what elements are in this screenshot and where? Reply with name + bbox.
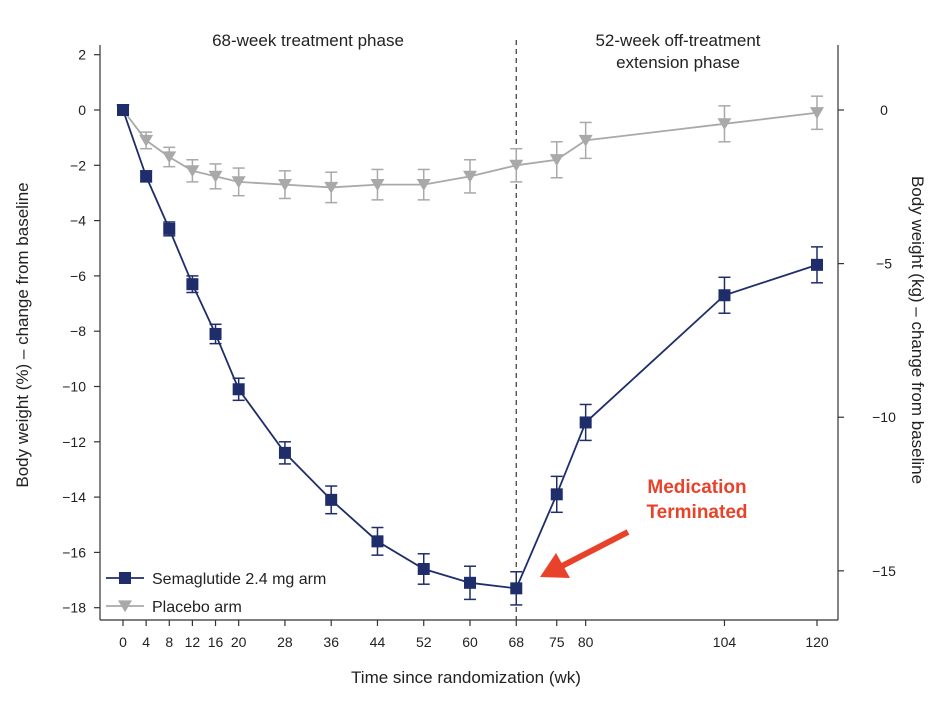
x-tick-label: 36 [323, 634, 339, 650]
x-tick-label: 20 [231, 634, 247, 650]
data-point [718, 289, 731, 302]
data-point [117, 104, 129, 116]
data-point [185, 165, 200, 178]
phase-divider: 68-week treatment phase 52-week off-treat… [212, 31, 761, 620]
data-point [277, 179, 292, 191]
x-tick-label: 44 [370, 634, 386, 650]
left-y-tick-label: −16 [62, 544, 86, 560]
data-point [162, 151, 177, 164]
data-point [371, 535, 384, 548]
data-point [549, 154, 564, 167]
legend-item-placebo: Placebo arm [106, 599, 242, 616]
x-tick-label: 8 [165, 634, 173, 650]
data-point [231, 176, 246, 189]
series-line [122, 109, 818, 590]
left-y-tick-label: −14 [62, 489, 86, 505]
left-y-tick-label: −10 [62, 379, 86, 395]
data-point [578, 134, 593, 147]
data-point [464, 576, 476, 589]
right-y-tick-label: −5 [876, 256, 892, 272]
x-tick-label: 12 [185, 634, 201, 650]
data-point [810, 107, 824, 120]
annotation-text-line1: Medication [647, 477, 746, 498]
right-y-tick-label: −10 [872, 409, 896, 425]
data-point [232, 383, 245, 396]
left-y-tick-label: 2 [78, 47, 86, 63]
data-point [463, 170, 477, 183]
x-tick-label: 16 [208, 634, 224, 650]
data-point [140, 170, 153, 183]
x-axis-title: Time since randomization (wk) [351, 668, 581, 687]
x-tick-label: 52 [416, 634, 432, 650]
data-point [811, 258, 823, 271]
data-point [579, 416, 592, 429]
data-point [186, 278, 199, 291]
legend: Semaglutide 2.4 mg arm Placebo arm [106, 571, 326, 616]
data-point [209, 327, 222, 340]
left-y-axis-title: Body weight (%) – change from baseline [13, 182, 32, 487]
x-tick-label: 75 [549, 634, 565, 650]
data-point [510, 582, 523, 595]
left-y-tick-label: −6 [70, 268, 86, 284]
annotation: Medication Terminated [540, 477, 748, 578]
x-tick-label: 28 [277, 634, 293, 650]
left-y-tick-label: −2 [70, 157, 86, 173]
legend-label: Semaglutide 2.4 mg arm [152, 571, 326, 588]
series-semaglutide [117, 104, 823, 606]
extension-phase-label-line1: 52-week off-treatment [595, 31, 760, 50]
legend-label: Placebo arm [152, 599, 242, 616]
left-y-tick-label: 0 [78, 102, 86, 118]
annotation-arrow-shaft [560, 529, 630, 569]
data-point [717, 118, 732, 131]
left-y-tick-label: −8 [70, 323, 86, 339]
x-tick-label: 80 [578, 634, 594, 650]
series-placebo [116, 95, 824, 204]
axes: 20−2−4−6−8−10−12−14−16−180−5−10−150 4 8 12 1… [13, 45, 927, 687]
left-y-tick-label: −12 [62, 434, 86, 450]
left-y-tick-label: −4 [70, 213, 86, 229]
series-group [116, 95, 824, 606]
legend-marker [118, 600, 132, 613]
x-tick-label: 104 [713, 634, 737, 650]
treatment-phase-label: 68-week treatment phase [212, 31, 404, 50]
x-tick-label: 0 [119, 634, 127, 650]
data-point [163, 222, 176, 235]
data-point [509, 159, 524, 172]
x-tick-label: 4 [142, 634, 150, 650]
x-tick-label: 60 [462, 634, 478, 650]
data-point [324, 181, 339, 194]
data-point [208, 170, 223, 183]
x-tick-label: 120 [805, 634, 829, 650]
data-point [325, 493, 338, 506]
annotation-text-line2: Terminated [646, 502, 747, 523]
series-line [122, 109, 818, 189]
data-point [417, 562, 430, 575]
data-point [416, 179, 431, 191]
legend-item-semaglutide: Semaglutide 2.4 mg arm [106, 571, 326, 588]
extension-phase-label-line2: extension phase [616, 53, 740, 72]
right-y-axis-title: Body weight (kg) – change from baseline [908, 176, 927, 484]
data-point [278, 446, 291, 459]
x-tick-label: 68 [508, 634, 524, 650]
left-y-tick-label: −18 [62, 600, 86, 616]
data-point [139, 134, 154, 147]
data-point [550, 488, 563, 501]
right-y-tick-label: 0 [880, 102, 888, 118]
right-y-tick-label: −15 [872, 563, 896, 579]
legend-marker [119, 572, 131, 584]
data-point [370, 179, 385, 191]
annotation-arrow-head [540, 553, 570, 578]
